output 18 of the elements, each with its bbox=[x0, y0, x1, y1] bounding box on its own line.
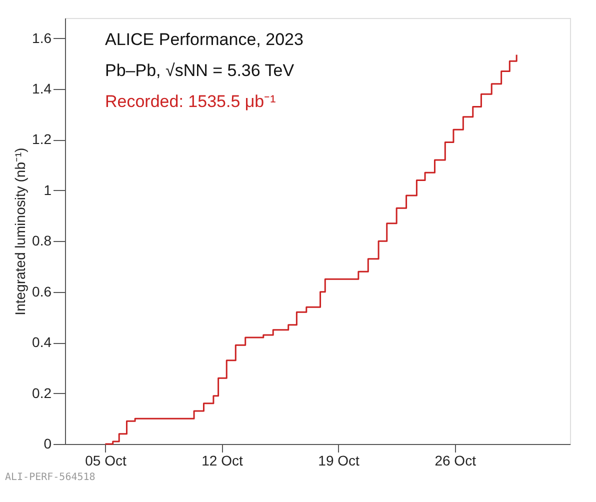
annotation: Recorded: 1535.5 μb⁻¹ bbox=[105, 92, 276, 111]
x-tick-label: 12 Oct bbox=[202, 452, 243, 468]
y-tick-label: 0.6 bbox=[32, 283, 52, 300]
text: ALI-PERF-564518 bbox=[5, 472, 96, 483]
y-tick-label: 1 bbox=[44, 182, 52, 198]
annotation: Pb–Pb, √sNN = 5.36 TeV bbox=[105, 61, 295, 80]
x-tick-label: 05 Oct bbox=[85, 452, 126, 468]
x-tick-label: 19 Oct bbox=[318, 452, 360, 468]
y-tick-label: 0.4 bbox=[32, 334, 52, 350]
y-tick-label: 1.4 bbox=[32, 80, 52, 96]
y-tick-label: 0.2 bbox=[32, 384, 52, 401]
x-tick-label: 26 Oct bbox=[434, 452, 476, 468]
y-tick-label: 1.2 bbox=[32, 131, 52, 148]
y-tick-label: 1.6 bbox=[32, 30, 52, 46]
y-tick-label: 0 bbox=[44, 436, 52, 452]
annotation: ALICE Performance, 2023 bbox=[105, 30, 304, 49]
y-axis-title: Integrated luminosity (nb⁻¹) bbox=[12, 148, 28, 316]
y-tick-label: 0.8 bbox=[32, 232, 52, 249]
